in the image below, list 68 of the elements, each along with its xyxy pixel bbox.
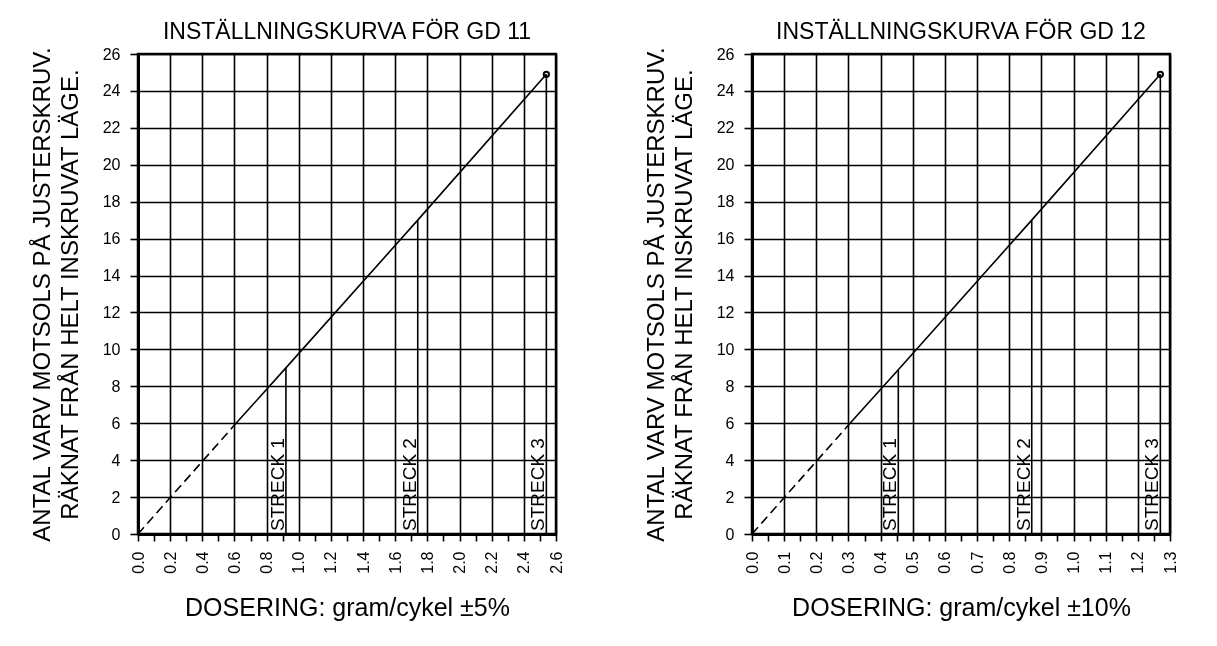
- y-tick-label: 10: [102, 340, 121, 358]
- x-tick-label: 0.4: [193, 551, 211, 574]
- x-tick-label: 2.0: [451, 551, 469, 574]
- x-axis-title: DOSERING: gram/cykel ±5%: [185, 592, 510, 621]
- y-tick-label: 12: [716, 303, 735, 321]
- x-tick-label: 0.0: [129, 551, 147, 574]
- y-tick-label: 2: [111, 488, 121, 506]
- y-tick-label: 6: [725, 414, 735, 432]
- x-tick-label: 2.2: [483, 551, 501, 574]
- y-tick-label: 6: [111, 414, 121, 432]
- x-tick-label: 1.3: [1161, 551, 1179, 574]
- y-tick-label: 14: [716, 267, 735, 285]
- y-tick-label: 0: [725, 525, 735, 543]
- y-tick-label: 22: [102, 119, 121, 137]
- x-tick-label: 1.0: [290, 551, 308, 574]
- x-tick-label: 0.8: [1000, 551, 1018, 574]
- ref-line-label: STRECK 2: [1012, 438, 1034, 531]
- x-tick-label: 2.4: [515, 551, 533, 574]
- y-tick-label: 20: [102, 156, 121, 174]
- ref-line-label: STRECK 1: [879, 438, 901, 531]
- y-tick-label: 2: [725, 488, 735, 506]
- y-tick-label: 20: [716, 156, 735, 174]
- y-tick-label: 26: [716, 45, 735, 63]
- y-axis-title: ANTAL VARV MOTSOLS PÅ JUSTERSKRUV. RÄKNAT FRÅN HELT INSKRUVAT LÄGE.: [641, 47, 697, 542]
- x-tick-label: 1.4: [354, 551, 372, 574]
- x-tick-label: 0.7: [968, 551, 986, 574]
- x-tick-label: 1.6: [386, 551, 404, 574]
- ref-line-label: STRECK 2: [398, 438, 420, 531]
- x-tick-label: 0.2: [807, 551, 825, 574]
- x-tick-label: 1.2: [1129, 551, 1147, 574]
- y-tick-label: 4: [111, 451, 121, 469]
- x-tick-label: 0.2: [161, 551, 179, 574]
- x-tick-label: 1.2: [322, 551, 340, 574]
- chart-title: INSTÄLLNINGSKURVA FÖR GD 12: [776, 18, 1146, 44]
- y-tick-label: 10: [716, 340, 735, 358]
- x-tick-label: 0.4: [872, 551, 890, 574]
- chart-title: INSTÄLLNINGSKURVA FÖR GD 11: [162, 18, 532, 44]
- y-tick-label: 12: [102, 303, 121, 321]
- y-tick-label: 18: [716, 193, 735, 211]
- x-tick-label: 0.1: [775, 551, 793, 574]
- x-tick-label: 0.0: [743, 551, 761, 574]
- x-tick-label: 1.0: [1065, 551, 1083, 574]
- y-tick-label: 0: [111, 525, 121, 543]
- x-tick-label: 0.6: [936, 551, 954, 574]
- y-tick-label: 8: [111, 377, 121, 395]
- y-tick-label: 22: [716, 119, 735, 137]
- y-tick-label: 24: [716, 82, 735, 100]
- y-tick-label: 24: [102, 82, 121, 100]
- ref-line-label: STRECK 3: [527, 438, 549, 531]
- ref-line-label: STRECK 1: [266, 438, 288, 531]
- y-tick-label: 26: [102, 45, 121, 63]
- x-tick-label: 0.9: [1032, 551, 1050, 574]
- x-tick-label: 0.5: [904, 551, 922, 574]
- x-axis-title: DOSERING: gram/cykel ±10%: [792, 592, 1131, 621]
- x-tick-label: 2.6: [547, 551, 565, 574]
- x-tick-label: 0.6: [225, 551, 243, 574]
- y-tick-label: 8: [725, 377, 735, 395]
- y-tick-label: 16: [716, 230, 735, 248]
- y-axis-title: ANTAL VARV MOTSOLS PÅ JUSTERSKRUV. RÄKNAT FRÅN HELT INSKRUVAT LÄGE.: [27, 47, 83, 542]
- x-tick-label: 1.1: [1097, 551, 1115, 574]
- y-tick-label: 16: [102, 230, 121, 248]
- x-tick-label: 0.8: [258, 551, 276, 574]
- x-tick-label: 0.3: [839, 551, 857, 574]
- x-tick-label: 1.8: [418, 551, 436, 574]
- y-tick-label: 14: [102, 267, 121, 285]
- y-tick-label: 4: [725, 451, 735, 469]
- y-tick-label: 18: [102, 193, 121, 211]
- ref-line-label: STRECK 3: [1141, 438, 1163, 531]
